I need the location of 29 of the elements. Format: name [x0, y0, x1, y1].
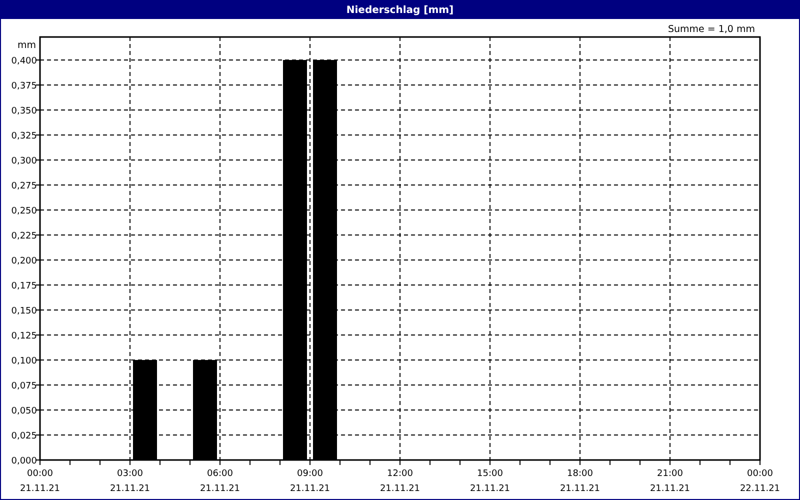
x-tick-label: 09:00 21.11.21: [290, 469, 330, 494]
y-tick-label: 0,375: [11, 82, 37, 92]
x-tick-label: 15:00 21.11.21: [470, 469, 510, 494]
text: Summe = 1,0 mm: [668, 24, 755, 35]
y-tick-label: 0,400: [11, 56, 38, 66]
y-tick-label: 0,075: [11, 382, 37, 392]
y-tick-label: 0,150: [11, 306, 38, 316]
x-tick-label: 00:00 21.11.21: [20, 469, 60, 494]
y-tick-label: 0,050: [11, 406, 38, 416]
y-tick-label: 0,125: [11, 332, 37, 342]
y-tick-label: 0,350: [11, 106, 38, 116]
y-tick-label: 0,175: [11, 282, 37, 292]
y-tick-label: 0,000: [11, 456, 38, 466]
x-tick-label: 06:00 21.11.21: [200, 469, 240, 494]
y-tick-label: 0,025: [11, 432, 37, 442]
chart-title: Niederschlag [mm]: [346, 5, 454, 16]
y-tick-label: 0,200: [11, 256, 38, 266]
y-tick-label: 0,250: [11, 206, 38, 216]
y-tick-label: 0,300: [11, 156, 38, 166]
x-tick-label: 18:00 21.11.21: [560, 469, 600, 494]
x-tick-label: 12:00 21.11.21: [380, 469, 420, 494]
y-tick-label: 0,225: [11, 232, 37, 242]
y-tick-label: 0,275: [11, 182, 37, 192]
x-tick-label: 21:00 21.11.21: [650, 469, 690, 494]
x-tick-label: 00:00 22.11.21: [740, 469, 780, 494]
x-tick-label: 03:00 21.11.21: [110, 469, 150, 494]
y-axis-title: mm: [17, 40, 36, 51]
y-tick-label: 0,100: [11, 356, 38, 366]
y-tick-label: 0,325: [11, 132, 37, 142]
